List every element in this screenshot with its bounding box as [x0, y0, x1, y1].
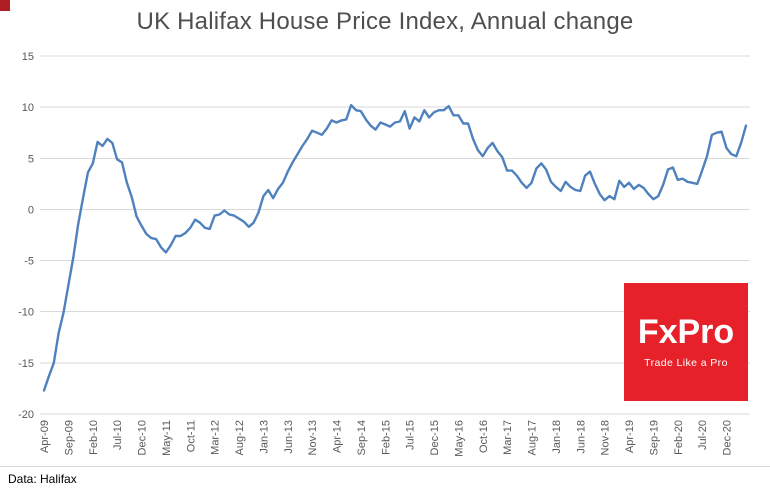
x-axis-tick-label: Feb-20: [673, 420, 685, 455]
x-axis-tick-label: Aug-17: [527, 420, 539, 455]
x-axis-tick-label: Aug-12: [234, 420, 246, 455]
annual-change-line: [42, 103, 748, 392]
x-axis-tick-label: Feb-10: [88, 420, 100, 455]
chart-title: UK Halifax House Price Index, Annual cha…: [136, 8, 634, 35]
fxpro-logo-tagline: Trade Like a Pro: [644, 357, 728, 369]
x-axis-tick-label: Jan-18: [551, 420, 563, 454]
x-axis-tick-label: Dec-10: [137, 420, 149, 455]
fxpro-logo-text: FxPro: [637, 313, 735, 351]
y-axis-tick-label: 5: [28, 153, 34, 165]
fxpro-logo: FxPro Trade Like a Pro: [624, 283, 748, 401]
x-axis-tick-label: Dec-15: [429, 420, 441, 455]
x-axis-tick-label: Apr-14: [332, 420, 344, 453]
x-axis-tick-label: Nov-18: [600, 420, 612, 455]
footer-divider: [0, 466, 770, 467]
y-axis-tick-label: -5: [24, 256, 34, 268]
x-axis-tick-label: Jul-10: [112, 420, 124, 450]
x-axis-tick-label: Jun-18: [575, 420, 587, 454]
x-axis-tick-label: Sep-19: [648, 420, 660, 455]
x-axis-tick-label: Nov-13: [307, 420, 319, 455]
y-axis-tick-label: 0: [28, 204, 34, 216]
x-axis-tick-label: Mar-17: [502, 420, 514, 455]
x-axis-tick-label: Jul-15: [405, 420, 417, 450]
x-axis-tick-label: Sep-09: [63, 420, 75, 455]
x-axis-tick-label: Jan-13: [258, 420, 270, 454]
data-source-note: Data: Halifax: [8, 472, 77, 486]
x-axis-tick-label: Jul-20: [697, 420, 709, 450]
x-axis-tick-label: May-11: [161, 420, 173, 456]
y-axis-tick-label: -15: [18, 358, 34, 370]
x-axis-tick-label: Apr-19: [624, 420, 636, 453]
y-axis-tick-label: 10: [22, 102, 34, 114]
screen-corner-artifact: [0, 0, 10, 11]
x-axis-tick-label: Dec-20: [722, 420, 734, 455]
x-axis-tick-label: Oct-16: [478, 420, 490, 453]
x-axis-tick-label: Apr-09: [39, 420, 51, 453]
x-axis-tick-label: Oct-11: [185, 420, 197, 452]
x-axis-tick-label: Sep-14: [356, 420, 368, 455]
x-axis-tick-label: May-16: [453, 420, 465, 457]
y-axis-tick-label: -10: [18, 307, 34, 319]
x-axis-tick-label: Mar-12: [210, 420, 222, 455]
x-axis-tick-label: Feb-15: [380, 420, 392, 455]
x-axis-tick-label: Jun-13: [283, 420, 295, 454]
y-axis-tick-label: 15: [22, 51, 34, 63]
y-axis-tick-label: -20: [18, 409, 34, 421]
